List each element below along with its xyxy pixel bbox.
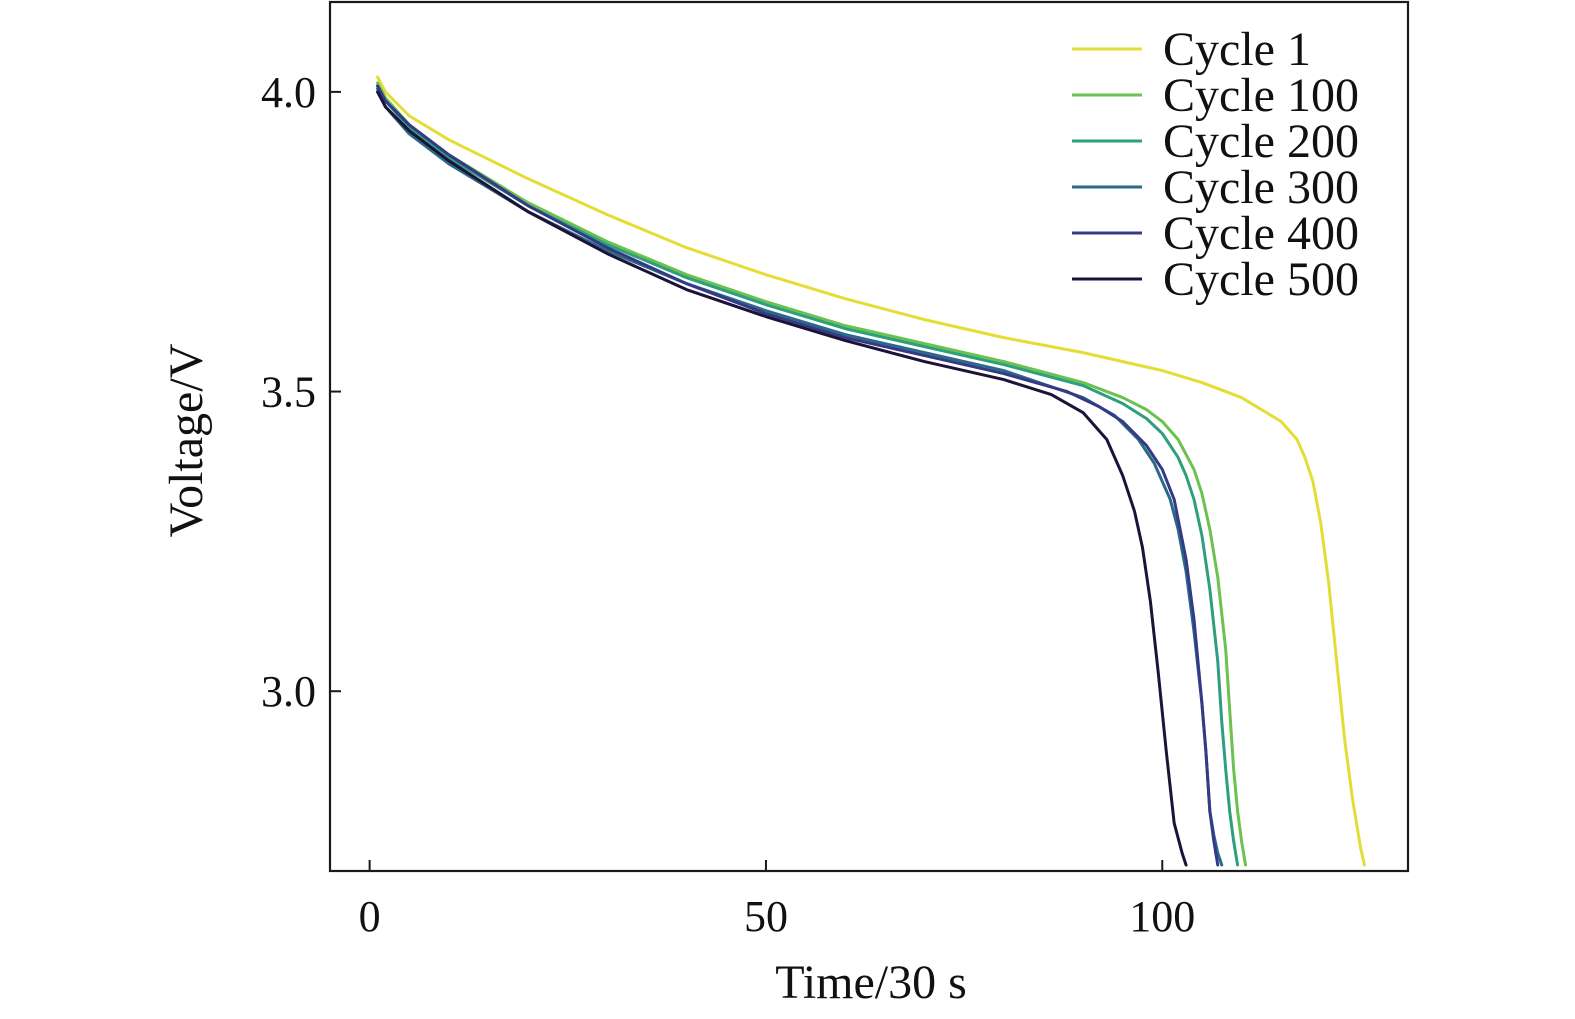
legend-label: Cycle 500 <box>1163 253 1359 306</box>
series-line-cycle-400 <box>376 84 1220 867</box>
y-tick-label: 3.0 <box>261 667 316 716</box>
y-tick-label: 3.5 <box>261 368 316 417</box>
legend-label: Cycle 100 <box>1163 69 1359 122</box>
legend-label: Cycle 400 <box>1163 207 1359 260</box>
series-line-cycle-500 <box>376 90 1188 867</box>
series-line-cycle-200 <box>376 84 1240 867</box>
legend-label: Cycle 200 <box>1163 115 1359 168</box>
series-line-cycle-100 <box>376 81 1248 867</box>
ticks-layer: 0 50 100 3.0 3.5 4.0 <box>261 68 1195 941</box>
y-axis-label: Voltage/V <box>160 343 213 537</box>
series-line-cycle-1 <box>376 75 1366 867</box>
x-tick-label: 100 <box>1129 892 1195 941</box>
y-tick-label: 4.0 <box>261 68 316 117</box>
x-tick-label: 0 <box>359 892 381 941</box>
x-tick-label: 50 <box>744 892 788 941</box>
series-line-cycle-300 <box>376 87 1224 867</box>
plot-frame <box>328 0 1410 873</box>
legend-label: Cycle 300 <box>1163 161 1359 214</box>
series-layer <box>376 75 1366 867</box>
legend-label: Cycle 1 <box>1163 23 1311 76</box>
x-axis-label: Time/30 s <box>775 956 967 1009</box>
